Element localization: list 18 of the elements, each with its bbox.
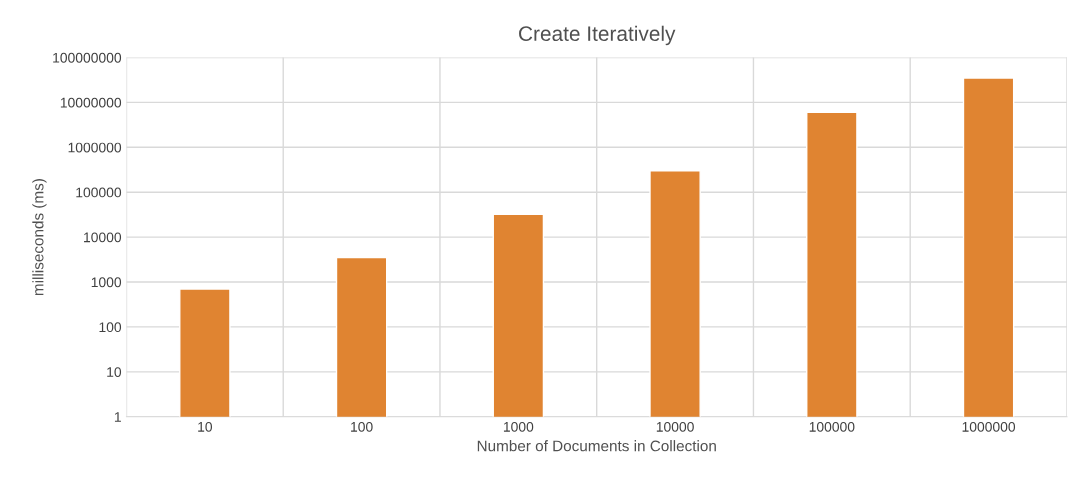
x-axis-title: Number of Documents in Collection (477, 440, 716, 452)
y-tick-label: 100000000 (53, 52, 122, 63)
x-tick-label: 10 (198, 421, 213, 432)
x-tick-label: 1000000 (962, 421, 1016, 432)
x-tick-label: 100000 (809, 421, 855, 432)
x-tick-label: 100 (351, 421, 373, 432)
y-tick-label: 10000 (84, 232, 122, 243)
y-tick-label: 1000 (91, 277, 122, 288)
x-tick-label: 1000 (503, 421, 534, 432)
y-tick-label: 100000 (76, 187, 122, 198)
chart-title: Create Iteratively (519, 25, 676, 46)
y-tick-label: 10000000 (60, 97, 122, 108)
y-tick-label: 1 (114, 412, 121, 422)
y-tick-label: 10 (107, 367, 122, 377)
y-axis-title: milliseconds (ms) (32, 179, 47, 296)
y-tick-label: 1000000 (68, 142, 122, 153)
x-tick-label: 10000 (656, 421, 694, 432)
y-tick-label: 100 (99, 322, 122, 333)
